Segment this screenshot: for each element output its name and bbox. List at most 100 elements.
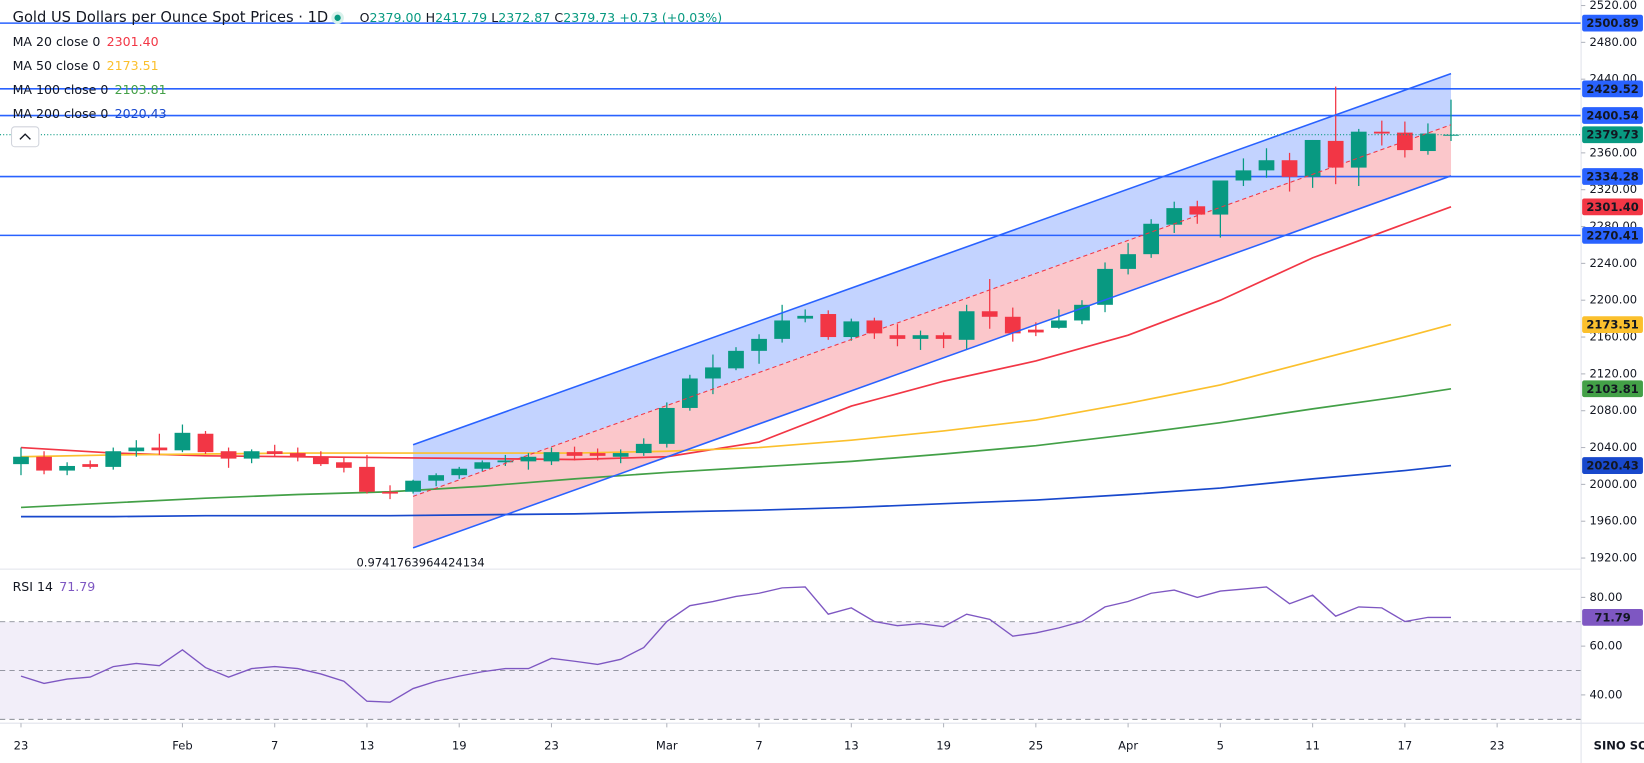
candle-body (866, 320, 883, 334)
rsi-y-tick-label: 80.00 (1589, 590, 1622, 604)
level-badge (1582, 226, 1643, 244)
last-price-badge-label: 2379.73 (1586, 128, 1638, 142)
candle-body (266, 451, 283, 454)
level-badge (1582, 107, 1643, 124)
level-badge-label: 2429.52 (1586, 82, 1638, 96)
y-tick-label: 2040.00 (1589, 440, 1637, 454)
candle-body (981, 311, 998, 317)
rsi-y-tick-label: 60.00 (1589, 639, 1622, 653)
x-tick-label: 17 (1398, 739, 1413, 753)
candle-body (359, 466, 375, 492)
collapse-button[interactable] (11, 126, 40, 148)
candle-body (589, 453, 606, 456)
candle-body (635, 443, 652, 454)
y-tick-label: 2200.00 (1589, 293, 1637, 307)
ma-badge-label: 2173.51 (1586, 318, 1638, 332)
candle-body (1074, 304, 1090, 321)
ohlc-value: 2372.87 (498, 9, 550, 24)
ma-value: 2103.81 (115, 82, 167, 97)
y-tick-label: 2520.00 (1589, 0, 1637, 12)
ma-legend: MA 20 close 0 2301.40 (13, 33, 159, 48)
candle-body (612, 453, 629, 457)
candle-body (1027, 329, 1044, 333)
x-tick-label: 19 (936, 739, 951, 753)
y-tick-label: 2360.00 (1589, 145, 1637, 159)
rsi-band (0, 621, 1582, 720)
rsi-line (20, 586, 1452, 703)
rsi-legend: RSI 14 71.79 (13, 578, 96, 593)
candle-body (820, 314, 837, 338)
watermark: SINO SOUND (1594, 739, 1644, 753)
x-tick-label: 23 (14, 739, 29, 753)
ma-line (20, 387, 1452, 509)
rsi-value: 71.79 (59, 578, 95, 593)
candle-body (1420, 133, 1436, 152)
candle-body (428, 475, 445, 481)
candle-body (13, 456, 29, 465)
status-dot (334, 14, 341, 21)
channel-lower (412, 175, 1452, 549)
candle-body (1258, 160, 1275, 171)
candle-body (220, 451, 237, 459)
channel-median (412, 124, 1452, 497)
y-tick-label: 2240.00 (1589, 256, 1637, 270)
candle-body (935, 335, 952, 339)
x-tick-label: 23 (544, 739, 559, 753)
ma-badge (1582, 316, 1643, 333)
ohlc-change: +0.73 (+0.03%) (619, 9, 722, 24)
ma-name: MA 50 close 0 (13, 58, 101, 73)
channel-upper (412, 72, 1452, 446)
candle-body (405, 480, 421, 492)
y-tick-label: 1920.00 (1589, 551, 1637, 565)
candle-body (312, 456, 329, 465)
channel-upper-fill (413, 73, 1452, 497)
candle-body (705, 367, 721, 379)
candle-body (1235, 170, 1252, 181)
candle-body (520, 456, 537, 462)
candle-body (912, 335, 929, 339)
candle-body (289, 453, 306, 457)
candle-body (1166, 208, 1183, 225)
x-tick-label: Feb (172, 739, 192, 753)
ohlc-value: 2417.79 (435, 9, 487, 24)
candle-body (1189, 206, 1206, 215)
x-tick-label: 23 (1490, 739, 1505, 753)
candle-body (1304, 139, 1321, 177)
ma-name: MA 200 close 0 (13, 106, 109, 121)
ma-badge-label: 2103.81 (1586, 382, 1638, 396)
rsi-name: RSI 14 (13, 578, 53, 593)
ma-badge (1582, 198, 1643, 216)
candle-body (151, 447, 168, 451)
candle-body (1281, 160, 1298, 177)
x-tick-label: 7 (271, 739, 278, 753)
chart-title: Gold US Dollars per Ounce Spot Prices · … (13, 9, 329, 26)
x-tick-label: 25 (1029, 739, 1044, 753)
collapse-icon (19, 133, 31, 140)
ma-name: MA 20 close 0 (13, 33, 101, 48)
ma-legend: MA 100 close 0 2103.81 (13, 82, 167, 97)
ohlc-header: O2379.00 H2417.79 L2372.87 C2379.73 +0.73 (+… (360, 9, 723, 24)
ma-value: 2173.51 (107, 58, 159, 73)
y-tick-label: 2480.00 (1589, 35, 1637, 49)
candle-body (1097, 268, 1113, 305)
candle-body (36, 456, 52, 471)
level-badge (1582, 168, 1643, 185)
x-tick-label: 13 (844, 739, 859, 753)
candle-body (243, 451, 260, 459)
candle-body (774, 320, 790, 339)
channel-label: 0.9741763964424134 (356, 555, 484, 569)
candle-body (1120, 254, 1136, 269)
y-tick-label: 1960.00 (1589, 514, 1637, 528)
level-badge-label: 2500.89 (1586, 16, 1638, 30)
ma-name: MA 100 close 0 (13, 82, 109, 97)
rsi-badge (1582, 609, 1643, 626)
rsi-badge-label: 71.79 (1594, 610, 1630, 624)
ohlc-value: 2379.00 (370, 9, 422, 24)
collapse-box[interactable] (11, 126, 40, 148)
level-badge (1582, 80, 1643, 98)
ohlc-key: C (554, 9, 563, 24)
ma-value: 2301.40 (107, 33, 159, 48)
candle-body (128, 447, 145, 452)
